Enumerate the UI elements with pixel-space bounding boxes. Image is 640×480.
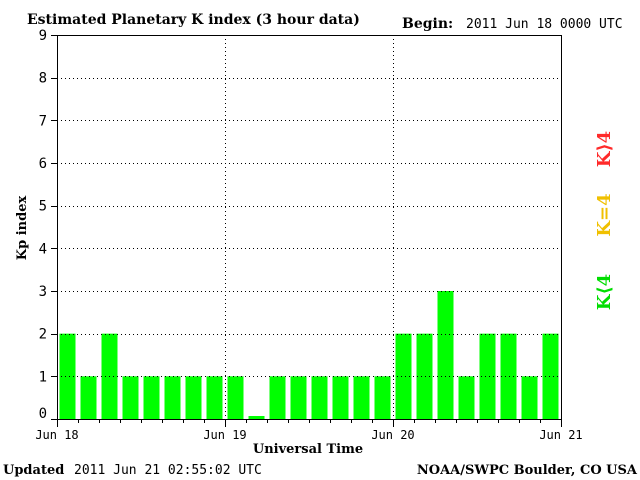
x-axis-ticks [57, 419, 562, 427]
kp-bar-9 [248, 416, 265, 419]
y-tick-label-9: 9 [39, 28, 47, 44]
kp-bar-0 [59, 333, 76, 419]
kp-bar-23 [542, 333, 559, 419]
chart-title: Estimated Planetary K index (3 hour data… [27, 12, 360, 28]
chart-header: Estimated Planetary K index (3 hour data… [27, 12, 623, 32]
bars-group [59, 291, 559, 419]
legend-k-equals-4: K=4 [594, 193, 615, 236]
y-tick-label-8: 8 [39, 71, 47, 87]
y-tick-label-7: 7 [39, 113, 47, 129]
begin-label: Begin: [402, 16, 453, 32]
y-tick-label-0: 0 [39, 406, 47, 422]
y-tick-label-1: 1 [39, 369, 47, 385]
legend-k-less-than-4: K⟨4 [594, 274, 615, 310]
kp-bar-13 [332, 376, 349, 419]
y-tick-label-6: 6 [39, 156, 47, 172]
kp-bar-3 [122, 376, 139, 419]
legend-k-greater-than-4: K⟩4 [594, 131, 615, 167]
x-tick-label-2: Jun 20 [371, 428, 414, 442]
kp-bar-12 [311, 376, 328, 419]
y-tick-label-5: 5 [39, 199, 47, 215]
updated-label: Updated [3, 463, 64, 478]
x-tick-label-3: Jun 21 [539, 428, 582, 442]
kp-bar-6 [185, 376, 202, 419]
kp-bar-14 [353, 376, 370, 419]
kp-bar-17 [416, 333, 433, 419]
x-tick-label-1: Jun 19 [203, 428, 246, 442]
kp-bar-18 [437, 291, 454, 419]
y-axis-tick-labels: 0 1 2 3 4 5 6 7 8 9 [39, 28, 47, 422]
updated-value: 2011 Jun 21 02:55:02 UTC [74, 463, 262, 478]
y-axis-label: Kp index [15, 196, 30, 261]
kp-bar-5 [164, 376, 181, 419]
kp-bar-19 [458, 376, 475, 419]
kp-bar-15 [374, 376, 391, 419]
source-attribution: NOAA/SWPC Boulder, CO USA [417, 463, 638, 478]
kp-bar-16 [395, 333, 412, 419]
kp-bar-7 [206, 376, 223, 419]
y-axis-ticks [51, 35, 57, 420]
kp-bar-20 [479, 333, 496, 419]
y-tick-label-3: 3 [39, 284, 47, 300]
x-axis-label: Universal Time [253, 442, 363, 457]
grid-group [57, 35, 561, 419]
x-tick-label-0: Jun 18 [35, 428, 78, 442]
kp-bar-4 [143, 376, 160, 419]
x-axis-tick-labels: Jun 18 Jun 19 Jun 20 Jun 21 [35, 428, 582, 442]
kp-bar-8 [227, 376, 244, 419]
kp-bar-10 [269, 376, 286, 419]
kp-bar-22 [521, 376, 538, 419]
y-tick-label-2: 2 [39, 327, 47, 343]
kp-bar-11 [290, 376, 307, 419]
chart-footer: Updated 2011 Jun 21 02:55:02 UTC NOAA/SW… [3, 463, 638, 478]
legend: K⟨4 K=4 K⟩4 [594, 131, 615, 310]
y-tick-label-4: 4 [39, 241, 47, 257]
begin-value: 2011 Jun 18 0000 UTC [466, 17, 623, 32]
kp-bar-21 [500, 333, 517, 419]
kp-bar-1 [80, 376, 97, 419]
